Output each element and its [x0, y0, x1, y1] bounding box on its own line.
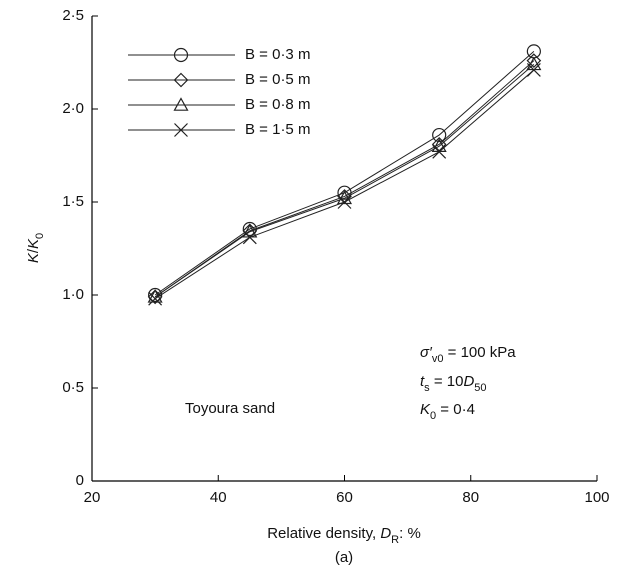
y-tick-label: 1·0 — [62, 286, 84, 303]
marker — [526, 53, 542, 68]
text-part: Relative density, — [267, 525, 380, 542]
legend-marker — [173, 47, 189, 63]
y-axis-label: K/K0 — [25, 233, 46, 263]
x-axis-label: Relative density, DR: % — [267, 525, 421, 546]
text-part: / — [25, 248, 42, 253]
x-tick-label: 20 — [84, 489, 101, 506]
marker — [337, 195, 352, 209]
text-part: D — [380, 525, 391, 542]
text-part: K — [25, 238, 42, 249]
legend-label: B = 1·5 m — [245, 121, 310, 138]
legend-label: B = 0·3 m — [245, 46, 310, 63]
legend-marker — [173, 97, 189, 111]
annotation: K0 = 0·4 — [420, 401, 475, 422]
text-part: R — [391, 534, 399, 546]
text-part: = 10 — [430, 373, 464, 390]
caption: (a) — [335, 549, 353, 566]
text-part: = 0·4 — [436, 401, 475, 418]
annotation: Toyoura sand — [185, 400, 275, 417]
x-tick-label: 80 — [462, 489, 479, 506]
marker — [336, 190, 353, 205]
y-tick-label: 2·0 — [62, 100, 84, 117]
text-part: D — [463, 373, 474, 390]
annotation: ts = 10D50 — [420, 373, 487, 394]
text-part: Toyoura sand — [185, 400, 275, 417]
text-part: σ′ — [420, 344, 433, 361]
legend-label: B = 0·8 m — [245, 96, 310, 113]
x-tick-label: 100 — [584, 489, 609, 506]
annotation: σ′v0 = 100 kPa — [420, 344, 516, 365]
series-line — [154, 63, 535, 298]
x-tick-label: 60 — [336, 489, 353, 506]
text-part: 50 — [474, 382, 486, 394]
marker — [148, 291, 163, 306]
text-part: : % — [399, 525, 421, 542]
series-line — [154, 69, 535, 300]
x-tick-label: 40 — [210, 489, 227, 506]
legend-marker — [174, 123, 188, 137]
text-part: v0 — [432, 353, 444, 365]
marker — [526, 63, 541, 77]
text-part: s — [424, 382, 430, 394]
series-line — [154, 50, 535, 296]
legend-marker — [173, 72, 189, 88]
text-part: t — [420, 373, 425, 390]
marker — [242, 230, 257, 245]
series-line — [154, 60, 535, 298]
marker — [432, 144, 447, 159]
y-tick-label: 0 — [76, 472, 84, 489]
legend-label: B = 0·5 m — [245, 71, 310, 88]
text-part: 0 — [430, 410, 436, 422]
y-tick-label: 1·5 — [62, 193, 84, 210]
text-part: = 100 kPa — [443, 344, 516, 361]
y-tick-label: 0·5 — [62, 379, 84, 396]
text-part: K — [25, 252, 42, 263]
y-tick-label: 2·5 — [62, 7, 84, 24]
text-part: K — [420, 401, 431, 418]
marker — [432, 127, 447, 143]
text-part: 0 — [34, 233, 46, 239]
